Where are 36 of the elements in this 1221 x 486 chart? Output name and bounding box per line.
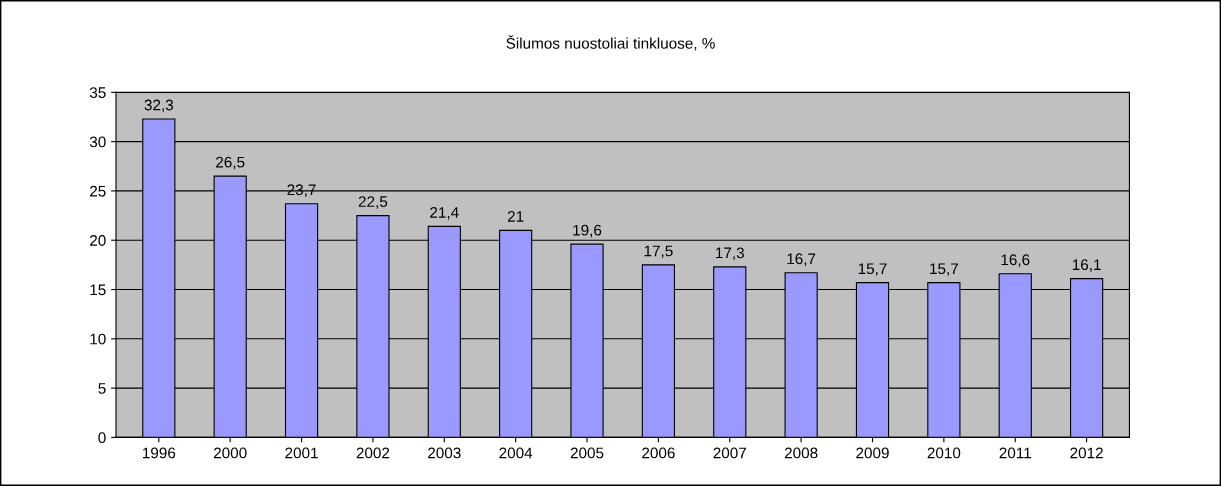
data-label: 15,7: [858, 263, 887, 276]
data-label: 22,5: [358, 196, 388, 209]
x-tick-label: 2005: [570, 447, 604, 459]
y-tick-label: 20: [90, 235, 106, 246]
y-tick-label: 10: [90, 333, 106, 345]
y-tick-label: 30: [89, 136, 106, 148]
data-label: 17,5: [644, 245, 673, 259]
x-tick-label: 2002: [356, 447, 390, 459]
chart-title: Šilumos nuostoliai tinkluose, %: [506, 35, 715, 51]
data-label: 16,6: [1001, 254, 1030, 267]
data-label: 16,1: [1072, 259, 1101, 272]
y-tick-label: 25: [90, 185, 106, 197]
x-tick-label: 2003: [428, 447, 461, 459]
data-label: 21,4: [430, 207, 459, 220]
data-label: 15,7: [930, 263, 958, 276]
x-tick-label: 2006: [642, 447, 675, 459]
x-tick-label: 2009: [856, 447, 889, 459]
data-label: 21: [507, 210, 524, 222]
x-tick-label: 2008: [784, 447, 818, 459]
y-tick-label: 35: [89, 87, 106, 99]
data-label: 32,3: [144, 99, 174, 113]
data-label: 17,3: [716, 247, 744, 261]
y-tick-label: 15: [90, 284, 106, 296]
data-label: 16,7: [787, 253, 816, 266]
x-tick-label: 2010: [927, 447, 961, 459]
x-tick-label: 2004: [499, 447, 533, 459]
data-label: 26,5: [216, 156, 245, 170]
x-tick-label: 2012: [1070, 447, 1103, 459]
x-tick-label: 2007: [713, 447, 746, 459]
y-tick-label: 5: [98, 383, 106, 394]
data-label: 19,6: [573, 224, 602, 238]
x-tick-label: 2000: [213, 447, 247, 459]
x-tick-label: 2001: [285, 447, 318, 459]
y-tick-label: 0: [98, 432, 106, 444]
x-tick-label: 1996: [142, 447, 176, 459]
x-tick-label: 2011: [999, 447, 1031, 459]
